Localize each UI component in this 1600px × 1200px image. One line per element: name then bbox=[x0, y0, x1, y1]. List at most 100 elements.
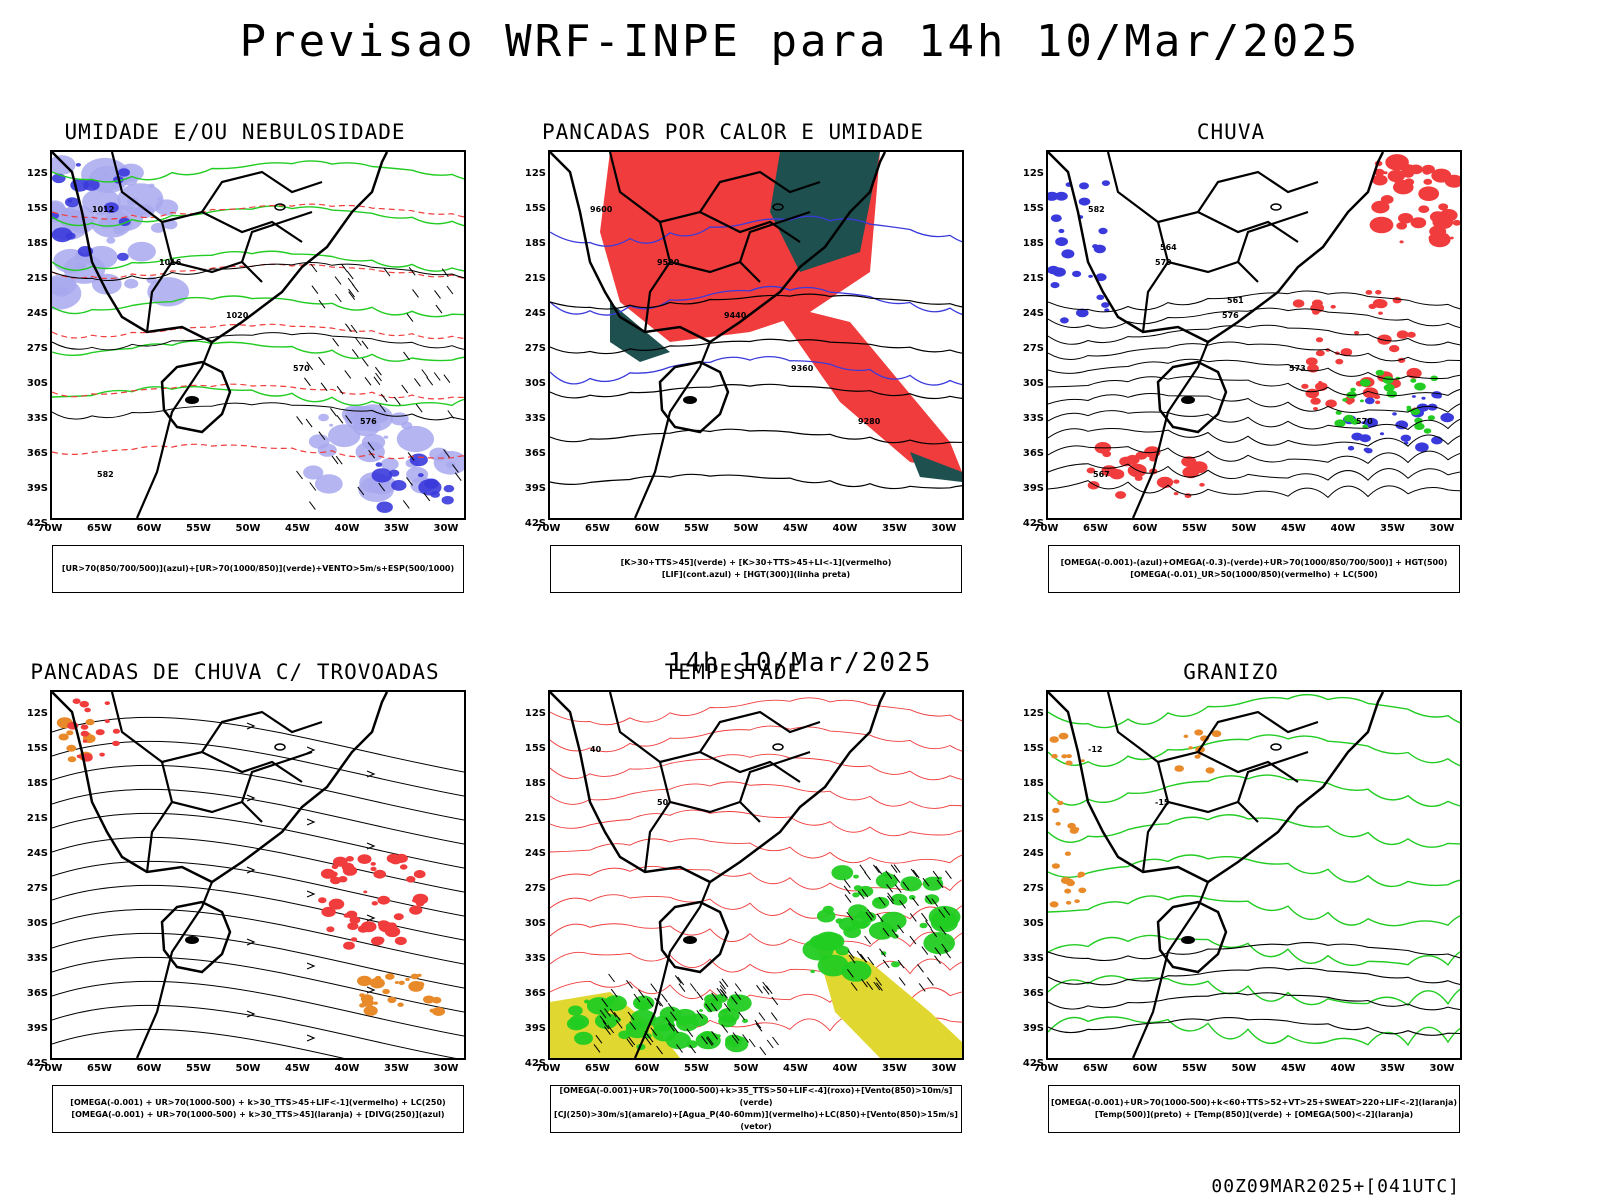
wind-vector bbox=[296, 416, 304, 425]
longitude-label: 70W bbox=[1033, 523, 1059, 534]
wind-vector bbox=[361, 340, 369, 350]
wind-vector bbox=[320, 382, 328, 392]
country-border bbox=[1156, 761, 1259, 823]
omega-humidity-area bbox=[1394, 178, 1402, 184]
storm-area bbox=[338, 876, 348, 883]
country-border bbox=[658, 221, 761, 283]
humidity-high-level bbox=[380, 457, 399, 471]
wind-850-area bbox=[686, 1040, 698, 1049]
storm-area bbox=[326, 926, 335, 933]
omega-humidity-area bbox=[1340, 348, 1353, 357]
wind-vector bbox=[864, 935, 872, 945]
wind-vector bbox=[403, 351, 410, 361]
longitude-label: 60W bbox=[1132, 1063, 1158, 1074]
country-border bbox=[145, 801, 173, 873]
wind-vector bbox=[638, 989, 645, 999]
hail-area bbox=[1080, 759, 1085, 762]
longitude-label: 70W bbox=[37, 523, 63, 534]
contour-label: 582 bbox=[97, 470, 114, 479]
omega-humidity-area bbox=[1156, 476, 1174, 489]
low-level-humidity-contour bbox=[52, 250, 464, 272]
longitude-label: 50W bbox=[235, 523, 261, 534]
humidity-mid-level bbox=[103, 202, 119, 213]
wind-vector bbox=[434, 290, 441, 299]
longitude-label: 65W bbox=[585, 523, 610, 534]
wind-vector bbox=[759, 1046, 767, 1056]
omega-weak-area bbox=[1364, 397, 1375, 405]
wind-vector bbox=[374, 366, 382, 376]
omega-humidity-area bbox=[1385, 154, 1409, 171]
wind-vector bbox=[401, 384, 409, 394]
omega-humidity-area bbox=[1354, 331, 1360, 335]
longitude-label: 30W bbox=[433, 1063, 459, 1074]
longitude-label: 35W bbox=[882, 523, 907, 534]
storm-area bbox=[84, 707, 91, 713]
precipitable-water-contour bbox=[550, 980, 962, 1004]
latitude-label: 27S bbox=[1022, 883, 1044, 894]
storm-area bbox=[80, 724, 89, 730]
low-level-humidity-contour bbox=[52, 385, 464, 407]
wind-vector bbox=[748, 1038, 756, 1048]
hail-area bbox=[1078, 887, 1087, 894]
wind-vector bbox=[886, 884, 894, 893]
hail-area bbox=[1205, 767, 1215, 774]
omega-strong-area bbox=[1386, 390, 1398, 398]
wind-vector bbox=[944, 870, 952, 879]
streamline-arrow bbox=[246, 938, 256, 946]
middle-title: 14h 10/Mar/2025 bbox=[667, 648, 933, 678]
wind-vector bbox=[447, 410, 455, 419]
wind-streamline bbox=[52, 837, 464, 893]
storm-area bbox=[357, 925, 369, 933]
longitude-label: 55W bbox=[1182, 523, 1207, 534]
country-border bbox=[201, 710, 323, 753]
latitude-label: 18S bbox=[1022, 778, 1044, 789]
omega-weak-area bbox=[1079, 182, 1089, 190]
wind-streamline bbox=[52, 909, 464, 965]
latitude-label: 18S bbox=[524, 238, 546, 249]
map-canvas bbox=[52, 692, 464, 1058]
omega-weak-area bbox=[1351, 432, 1363, 441]
wind-vector bbox=[934, 955, 941, 965]
wind-vector bbox=[311, 285, 319, 294]
panel-title: PANCADAS DE CHUVA C/ TROVOADAS bbox=[30, 660, 440, 684]
omega-humidity-area bbox=[1438, 203, 1449, 211]
humidity-mid-level bbox=[118, 168, 130, 177]
longitude-label: 40W bbox=[1330, 1063, 1356, 1074]
wind-vector bbox=[305, 418, 313, 428]
wind-vector bbox=[296, 470, 303, 480]
wind-vector bbox=[859, 864, 867, 874]
streamline-arrow bbox=[366, 842, 376, 850]
wind-vector bbox=[610, 988, 618, 998]
omega-humidity-area bbox=[1380, 195, 1394, 204]
omega-weak-area bbox=[1055, 237, 1068, 247]
wind-850-area bbox=[891, 933, 899, 939]
latitude-label: 15S bbox=[26, 203, 48, 214]
hail-area bbox=[1066, 879, 1075, 887]
humidity-high-level bbox=[127, 241, 156, 262]
omega-weak-area bbox=[1060, 317, 1069, 324]
omega-weak-area bbox=[1048, 191, 1059, 201]
longitude-label: 55W bbox=[186, 523, 211, 534]
humidity-high-level bbox=[352, 417, 381, 437]
hail-area bbox=[1065, 900, 1072, 905]
temp-500-contour bbox=[1048, 992, 1460, 1011]
latitude-label: 15S bbox=[26, 743, 48, 754]
storm-area bbox=[377, 920, 390, 929]
wind-vector bbox=[844, 894, 852, 903]
wind-vector bbox=[318, 299, 326, 309]
latitude-label: 39S bbox=[26, 1023, 48, 1034]
storm-area bbox=[373, 869, 387, 879]
map-panel: UMIDADE E/OU NEBULOSIDADE 1012 1016 1020 570… bbox=[0, 120, 470, 600]
wind-vector bbox=[665, 1017, 673, 1026]
streamline-arrow bbox=[246, 866, 256, 874]
convective-area bbox=[408, 981, 424, 992]
k-tts-area bbox=[610, 302, 670, 362]
wind-850-area bbox=[652, 1024, 678, 1042]
wind-vector bbox=[318, 431, 326, 441]
country-border bbox=[699, 170, 821, 213]
longitude-label: 45W bbox=[1281, 1063, 1306, 1074]
wind-vector bbox=[357, 486, 365, 496]
omega-weak-area bbox=[1431, 436, 1443, 445]
contour-label: 567 bbox=[1093, 470, 1110, 479]
wind-vector bbox=[770, 1012, 778, 1021]
